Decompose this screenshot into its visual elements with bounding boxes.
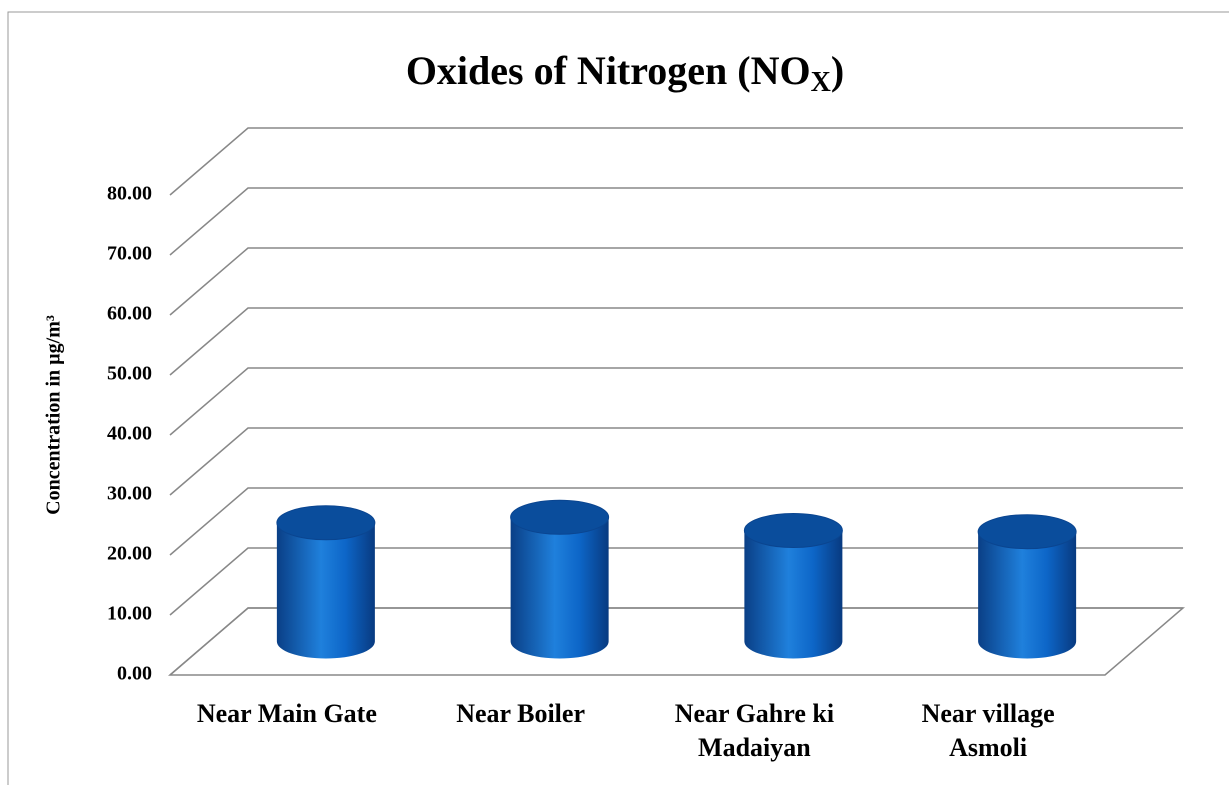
- grid-line: [169, 547, 1183, 616]
- grid-line: [169, 607, 1183, 676]
- grid-line: [169, 367, 1183, 436]
- bar: [978, 531, 1077, 659]
- chart-title: Oxides of Nitrogen (NOX): [406, 48, 844, 98]
- y-tick-label: 70.00: [107, 243, 152, 265]
- y-tick-label: 10.00: [107, 603, 152, 625]
- grid-line: [169, 247, 1183, 316]
- y-tick-label: 50.00: [107, 363, 152, 385]
- x-tick-label: Near Gahre ki Madaiyan: [674, 699, 835, 762]
- grid-line: [169, 187, 1183, 256]
- y-tick-label: 60.00: [107, 303, 152, 325]
- grid-line: [169, 427, 1183, 496]
- grid-line: [169, 307, 1183, 376]
- bar: [510, 517, 609, 659]
- bar-top: [743, 513, 843, 548]
- bar-top: [977, 514, 1077, 550]
- y-tick-label: 40.00: [107, 423, 152, 445]
- x-tick-label: Near village Asmoli: [921, 699, 1055, 762]
- bar: [276, 522, 375, 659]
- y-tick-label: 30.00: [107, 483, 152, 505]
- y-tick-label: 0.00: [117, 663, 152, 685]
- bar: [744, 530, 843, 659]
- y-axis-label: Concentration in µg/m³: [43, 315, 65, 515]
- grid-line: [169, 127, 1183, 196]
- y-tick-label: 80.00: [107, 183, 152, 205]
- frame: [7, 11, 1229, 785]
- grid-line: [169, 487, 1183, 556]
- bar-top: [276, 505, 376, 541]
- x-tick-label: Near Main Gate: [196, 699, 377, 728]
- bar-top: [510, 499, 610, 535]
- y-tick-label: 20.00: [107, 543, 152, 565]
- x-tick-label: Near Boiler: [456, 699, 585, 728]
